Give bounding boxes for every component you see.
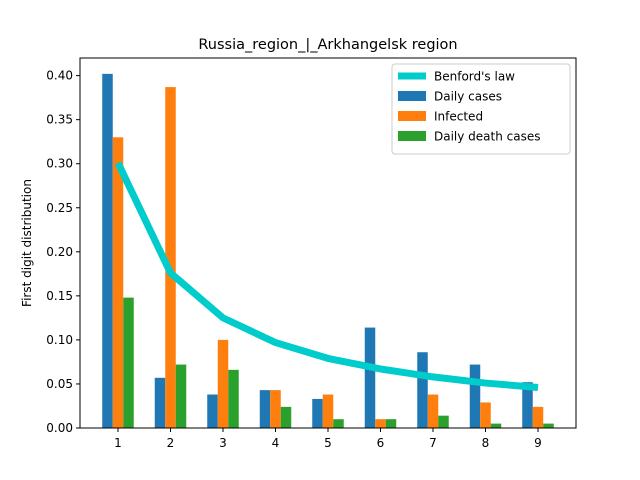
- bar-daily-death-cases-8: [490, 423, 502, 428]
- bar-daily-cases-5: [312, 398, 323, 428]
- chart-title: Russia_region_|_Arkhangelsk region: [198, 37, 457, 53]
- y-tick-label: 0.35: [46, 113, 73, 127]
- bar-infected-2: [165, 87, 176, 429]
- bar-infected-7: [427, 394, 439, 428]
- legend-swatch-bar: [398, 131, 426, 141]
- bar-daily-death-cases-4: [280, 406, 292, 428]
- bar-daily-death-cases-6: [385, 419, 397, 428]
- x-tick-label: 3: [219, 436, 227, 450]
- x-tick-label: 8: [482, 436, 490, 450]
- y-tick-label: 0.40: [46, 69, 73, 83]
- y-axis: 0.00 0.05 0.10 0.15 0.20 0.25 0.30 0.35 0.40: [46, 69, 80, 435]
- y-tick-label: 0.10: [46, 333, 73, 347]
- bar-daily-death-cases-7: [438, 415, 449, 428]
- x-tick-label: 4: [272, 436, 280, 450]
- x-tick-label: 1: [114, 436, 122, 450]
- bar-infected-4: [270, 390, 281, 428]
- bar-infected-6: [375, 419, 386, 428]
- bar-daily-cases-7: [417, 352, 428, 428]
- bar-daily-death-cases-1: [123, 297, 134, 428]
- legend-label: Benford's law: [434, 70, 515, 84]
- x-tick-label: 7: [429, 436, 437, 450]
- bar-daily-death-cases-2: [175, 364, 187, 428]
- bar-infected-3: [217, 339, 229, 428]
- benford-line: [114, 161, 539, 391]
- legend-label: Daily cases: [434, 90, 502, 104]
- y-tick-label: 0.00: [46, 421, 73, 435]
- legend-swatch-bar: [398, 91, 426, 101]
- benford-line-group: [114, 161, 539, 391]
- bar-daily-cases-6: [364, 327, 376, 428]
- x-axis: 1 2 3 4 5 6 7 8 9: [114, 428, 542, 450]
- x-tick-label: 2: [167, 436, 175, 450]
- bar-daily-death-cases-5: [333, 419, 344, 428]
- legend-label: Daily death cases: [434, 130, 541, 144]
- bar-daily-cases-3: [207, 394, 218, 428]
- bar-daily-cases-1: [102, 73, 113, 428]
- bar-infected-9: [532, 406, 544, 428]
- bar-infected-8: [480, 402, 491, 428]
- y-axis-label: First digit distribution: [20, 179, 34, 307]
- y-tick-label: 0.05: [46, 377, 73, 391]
- bar-daily-cases-4: [259, 390, 271, 428]
- bar-daily-death-cases-3: [228, 369, 239, 428]
- bar-daily-death-cases-9: [543, 423, 554, 428]
- bars: [102, 73, 554, 429]
- y-tick-label: 0.20: [46, 245, 73, 259]
- legend-swatch-bar: [398, 111, 426, 121]
- x-tick-label: 5: [324, 436, 332, 450]
- y-tick-label: 0.25: [46, 201, 73, 215]
- x-tick-label: 6: [377, 436, 385, 450]
- legend: Benford's law Daily cases Infected Daily de…: [391, 63, 571, 155]
- y-tick-label: 0.15: [46, 289, 73, 303]
- legend-frame: [391, 63, 571, 155]
- bar-daily-cases-8: [469, 364, 481, 428]
- bar-infected-1: [112, 137, 124, 429]
- bar-daily-cases-2: [154, 377, 166, 428]
- bar-daily-cases-9: [522, 382, 533, 428]
- x-tick-label: 9: [534, 436, 542, 450]
- bar-infected-5: [322, 394, 334, 428]
- legend-label: Infected: [434, 110, 483, 124]
- y-tick-label: 0.30: [46, 157, 73, 171]
